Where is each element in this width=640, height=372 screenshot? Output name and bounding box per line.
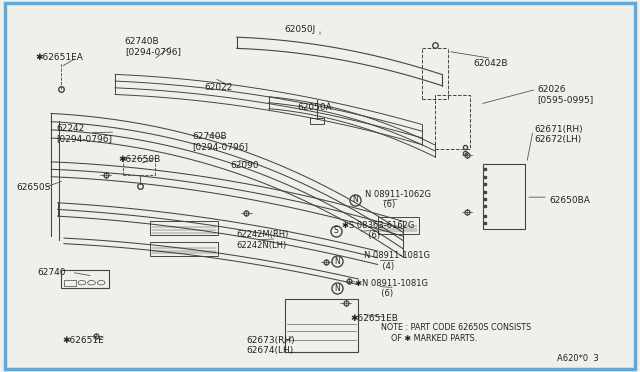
Bar (378, 217, 419, 234)
Bar (285, 299, 358, 352)
Text: 62673(RH)
62674(LH): 62673(RH) 62674(LH) (246, 336, 295, 355)
Bar (435, 95, 470, 149)
Text: ✱62651E: ✱62651E (63, 336, 104, 345)
Text: 62050J: 62050J (285, 25, 316, 34)
Text: ✱62650B: ✱62650B (118, 155, 161, 164)
Text: 62026
[0595-0995]: 62026 [0595-0995] (538, 85, 594, 105)
Bar (310, 118, 324, 124)
Text: ✱62651EA: ✱62651EA (35, 53, 83, 62)
Text: ✱S 08363-6162G
          (6): ✱S 08363-6162G (6) (342, 221, 415, 240)
Text: 62740B
[0294-0796]: 62740B [0294-0796] (125, 37, 181, 56)
Text: N: N (335, 257, 340, 266)
Text: 62650S: 62650S (16, 183, 51, 192)
Text: N: N (353, 195, 358, 204)
Text: ✱N 08911-1081G
          (6): ✱N 08911-1081G (6) (355, 279, 428, 298)
Text: N 08911-1081G
       (4): N 08911-1081G (4) (364, 251, 429, 271)
Text: 62022: 62022 (205, 83, 233, 92)
Text: NOTE : PART CODE 62650S CONSISTS
    OF ✱ MARKED PARTS.: NOTE : PART CODE 62650S CONSISTS OF ✱ MA… (381, 323, 531, 343)
Bar (150, 242, 218, 256)
Text: ✱62651EB: ✱62651EB (351, 314, 399, 323)
Bar (150, 221, 218, 235)
Text: 62050A: 62050A (298, 103, 332, 112)
Text: 62042B: 62042B (474, 59, 508, 68)
Text: 62740: 62740 (37, 268, 66, 277)
Text: 62671(RH)
62672(LH): 62671(RH) 62672(LH) (534, 125, 583, 144)
Text: S: S (333, 226, 339, 235)
Text: N: N (335, 284, 340, 293)
Text: 62650BA: 62650BA (549, 196, 590, 205)
Text: N 08911-1062G
       (6): N 08911-1062G (6) (365, 190, 431, 209)
Bar (64, 280, 76, 286)
Text: 62740B
[0294-0796]: 62740B [0294-0796] (192, 132, 248, 151)
Bar (61, 270, 109, 288)
Text: 62242
[0294-0796]: 62242 [0294-0796] (56, 124, 113, 144)
Bar (483, 164, 525, 229)
Text: 62090: 62090 (230, 161, 259, 170)
Text: 62242M(RH)
62242N(LH): 62242M(RH) 62242N(LH) (237, 230, 289, 250)
Text: A620*0  3: A620*0 3 (557, 354, 598, 363)
